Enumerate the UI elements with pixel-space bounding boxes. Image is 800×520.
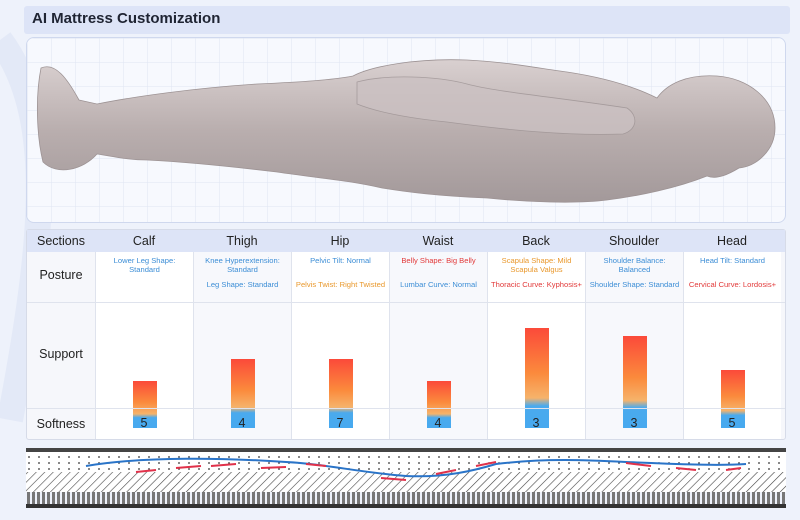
softness-value: 4 <box>434 416 442 430</box>
mattress-cross-section <box>26 448 786 508</box>
support-bar <box>427 381 451 428</box>
section-column-shoulder: Shoulder Balance: Balanced Shoulder Shape… <box>585 252 683 439</box>
title-bar: AI Mattress Customization <box>24 6 790 34</box>
posture-note: Lumbar Curve: Normal <box>400 280 477 289</box>
section-header-shoulder: Shoulder <box>608 234 660 248</box>
section-header-thigh: Thigh <box>226 234 258 248</box>
support-bar <box>329 359 353 428</box>
section-header-hip: Hip <box>330 234 350 248</box>
row-divider <box>27 302 785 303</box>
section-column-waist: Belly Shape: Big Belly Lumbar Curve: Norm… <box>389 252 487 439</box>
sections-header: Sections <box>37 234 85 248</box>
posture-note: Head Tilt: Standard <box>699 256 765 265</box>
section-column-head: Head Tilt: Standard Cervical Curve: Lordo… <box>683 252 781 439</box>
softness-value: 7 <box>336 416 344 430</box>
posture-note: Pelvic Tilt: Normal <box>310 256 371 265</box>
section-header-back: Back <box>522 234 550 248</box>
posture-note: Lower Leg Shape: Standard <box>113 256 176 274</box>
section-header-calf: Calf <box>132 234 156 248</box>
row-label-support: Support <box>39 347 83 361</box>
softness-value: 5 <box>728 416 736 430</box>
softness-value: 5 <box>140 416 148 430</box>
posture-note: Leg Shape: Standard <box>206 280 279 289</box>
table-header: Sections Calf Thigh Hip Waist Back Shoulder He… <box>27 230 785 252</box>
section-header-waist: Waist <box>422 234 454 248</box>
support-bar <box>525 328 549 428</box>
page-title: AI Mattress Customization <box>32 10 221 27</box>
section-column-thigh: Knee Hyperextension: Standard Leg Shape: … <box>193 252 291 439</box>
support-bar <box>721 370 745 428</box>
section-column-hip: Pelvic Tilt: Normal Pelvis Twist: Right T… <box>291 252 389 439</box>
posture-note: Pelvis Twist: Right Twisted <box>295 280 386 289</box>
customization-table: Sections Calf Thigh Hip Waist Back Shoulder He… <box>26 229 786 440</box>
softness-value: 4 <box>238 416 246 430</box>
support-bar <box>623 336 647 428</box>
posture-note: Shoulder Shape: Standard <box>589 280 680 289</box>
posture-note: Shoulder Balance: Balanced <box>603 256 666 274</box>
posture-note: Scapula Shape: Mild Scapula Valgus <box>501 256 572 274</box>
posture-note: Thoracic Curve: Kyphosis+ <box>491 280 582 289</box>
section-column-calf: Lower Leg Shape: Standard <box>95 252 193 439</box>
row-label-softness: Softness <box>36 417 86 431</box>
pressure-markers <box>135 461 742 481</box>
body-scan-panel <box>26 37 786 223</box>
posture-note: Belly Shape: Big Belly <box>401 256 476 265</box>
row-divider <box>27 408 785 409</box>
softness-value: 3 <box>630 416 638 430</box>
posture-note: Cervical Curve: Lordosis+ <box>688 280 777 289</box>
support-bar <box>231 359 255 428</box>
body-scan-figure <box>36 59 776 203</box>
body-scan-grid <box>27 38 785 222</box>
row-label-posture: Posture <box>39 268 83 282</box>
section-column-back: Scapula Shape: Mild Scapula Valgus Thorac… <box>487 252 585 439</box>
section-header-head: Head <box>717 234 747 248</box>
support-bar <box>133 381 157 428</box>
posture-note: Knee Hyperextension: Standard <box>205 256 280 274</box>
softness-value: 3 <box>532 416 540 430</box>
support-curve <box>85 457 747 478</box>
